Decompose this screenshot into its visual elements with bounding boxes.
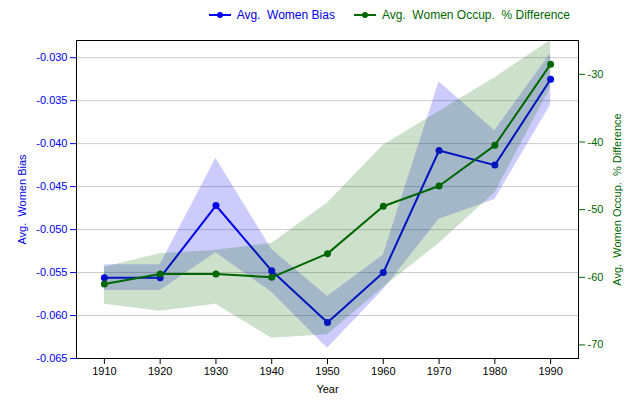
svg-text:1960: 1960 (371, 365, 395, 377)
svg-text:-0.045: -0.045 (36, 180, 67, 192)
svg-text:-0.055: -0.055 (36, 266, 67, 278)
html-text:Avg. Women Bias: Avg. Women Bias (236, 8, 335, 22)
svg-text:1920: 1920 (148, 365, 172, 377)
svg-text:1910: 1910 (92, 365, 116, 377)
html-text:Avg. Women Occup. % Difference: Avg. Women Occup. % Difference (381, 8, 570, 22)
svg-text:1930: 1930 (204, 365, 228, 377)
svg-text:-0.050: -0.050 (36, 223, 67, 235)
svg-text:Year: Year (316, 383, 339, 395)
svg-text:-40: -40 (588, 136, 604, 148)
svg-text:1990: 1990 (538, 365, 562, 377)
svg-text:-0.035: -0.035 (36, 94, 67, 106)
svg-text:1970: 1970 (427, 365, 451, 377)
svg-text:-70: -70 (588, 338, 604, 350)
svg-text:-30: -30 (588, 68, 604, 80)
svg-text:-0.065: -0.065 (36, 352, 67, 364)
svg-text:-0.060: -0.060 (36, 309, 67, 321)
svg-text:-0.030: -0.030 (36, 51, 67, 63)
svg-text:1980: 1980 (483, 365, 507, 377)
svg-text:1940: 1940 (259, 365, 283, 377)
svg-text:1950: 1950 (315, 365, 339, 377)
svg-text:-0.040: -0.040 (36, 137, 67, 149)
svg-text:Avg. Women Bias: Avg. Women Bias (16, 154, 28, 245)
svg-text:Avg. Women Occup. % Differen: Avg. Women Occup. % Difference (611, 113, 623, 285)
svg-text:-50: -50 (588, 203, 604, 215)
svg-text:-60: -60 (588, 271, 604, 283)
